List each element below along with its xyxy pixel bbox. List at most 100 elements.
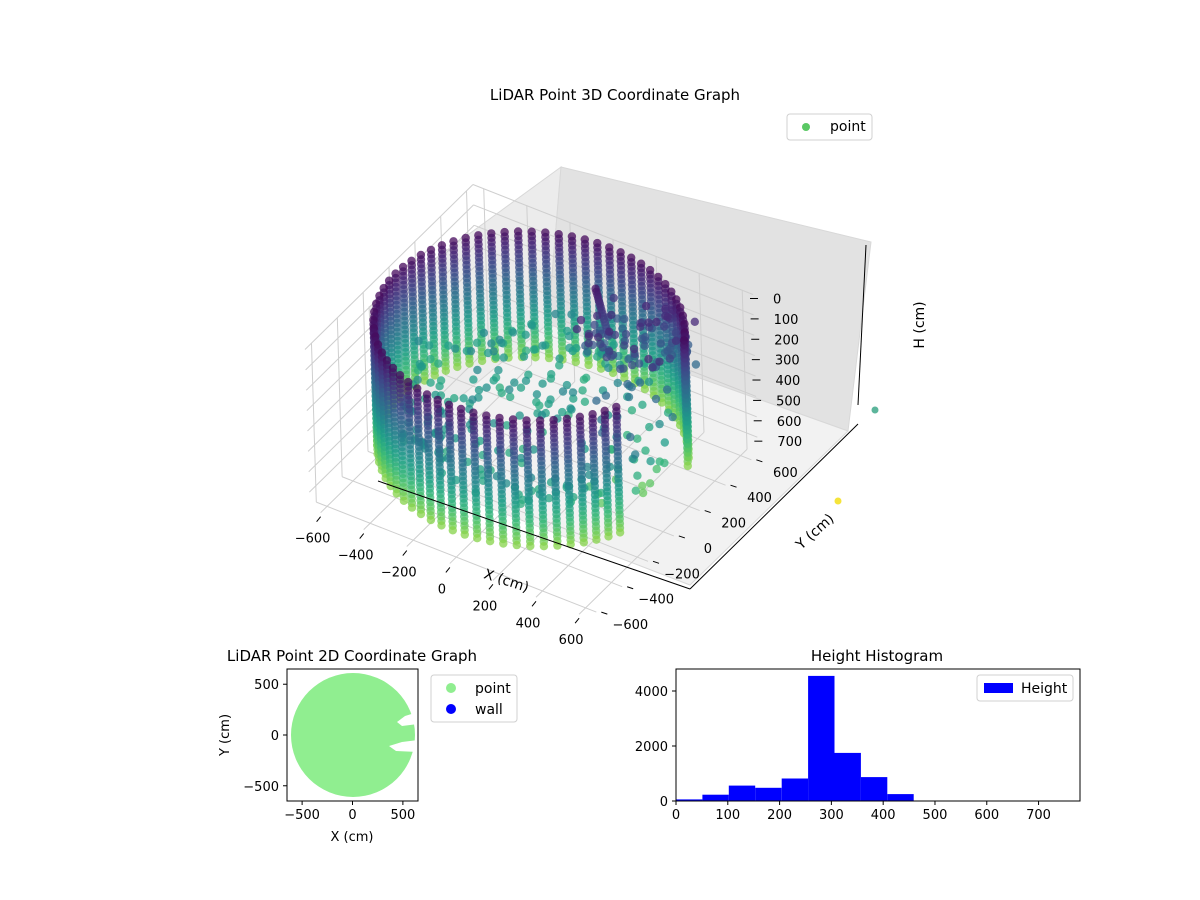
plot2d-gap bbox=[397, 712, 418, 726]
plot3d-ylabel: Y (cm) bbox=[792, 511, 837, 554]
grid-line bbox=[483, 188, 490, 348]
plot3d-point bbox=[644, 354, 653, 364]
plot3d-point bbox=[565, 343, 574, 353]
y-tick-label: 400 bbox=[747, 491, 772, 506]
y-tick-label: −600 bbox=[612, 618, 648, 633]
plot3d-point bbox=[668, 412, 677, 422]
plot3d-point bbox=[407, 503, 417, 512]
plot3d-point bbox=[569, 394, 578, 403]
plot3d-point bbox=[604, 532, 613, 541]
stray-point bbox=[834, 497, 842, 505]
x-tick-label: −200 bbox=[381, 566, 417, 581]
y-tick bbox=[704, 510, 711, 514]
plot3d-point bbox=[521, 330, 530, 339]
histogram-bar bbox=[676, 799, 703, 801]
histogram-y-tick-label: 0 bbox=[660, 795, 668, 810]
plot3d-point bbox=[646, 457, 655, 466]
plot3d-point bbox=[414, 336, 423, 346]
plot3d-point bbox=[487, 339, 496, 348]
plot3d-point bbox=[565, 331, 574, 341]
grid-line bbox=[698, 273, 705, 433]
plot3d-point bbox=[568, 388, 578, 397]
x-tick bbox=[445, 567, 451, 573]
plot3d-point bbox=[638, 400, 647, 409]
plot3d-title: LiDAR Point 3D Coordinate Graph bbox=[490, 86, 740, 104]
plot3d-point bbox=[690, 317, 699, 326]
grid-line bbox=[419, 400, 700, 512]
plot3d-point bbox=[615, 528, 625, 537]
plot3d-point bbox=[555, 354, 564, 363]
plot3d-point bbox=[638, 481, 647, 490]
plot3d-point bbox=[544, 353, 554, 363]
plot3d-point bbox=[515, 411, 524, 420]
plot3d-point bbox=[626, 432, 635, 442]
plot3d-point bbox=[655, 419, 664, 429]
plot3d-point bbox=[392, 489, 401, 498]
grid-line bbox=[471, 349, 752, 461]
plot3d-point bbox=[661, 304, 670, 314]
plot3d-point bbox=[641, 446, 650, 455]
plot3d-point bbox=[506, 392, 515, 402]
plot3d-point bbox=[499, 353, 508, 362]
histogram-bar bbox=[781, 778, 809, 801]
plot3d-point bbox=[620, 314, 629, 324]
plot2d-legend-marker-wall bbox=[446, 704, 456, 714]
plot3d-point bbox=[609, 340, 618, 349]
plot3d-point bbox=[508, 328, 518, 337]
histogram-bar bbox=[834, 752, 861, 801]
x-tick-label: 0 bbox=[438, 582, 446, 597]
plot3d-point bbox=[644, 318, 653, 327]
plot2d-legend-marker-point bbox=[446, 683, 456, 693]
plot3d-point bbox=[517, 453, 526, 463]
plot3d-point bbox=[562, 380, 572, 390]
plot3d-point bbox=[425, 341, 434, 350]
plot3d-point bbox=[469, 375, 478, 384]
plot3d-point bbox=[579, 538, 588, 547]
plot3d-point bbox=[665, 354, 674, 363]
plot3d-point bbox=[558, 407, 567, 417]
plot3d-point bbox=[516, 383, 526, 392]
z-tick-label: 0 bbox=[773, 293, 781, 308]
plot3d-point bbox=[510, 378, 519, 387]
plot3d-point bbox=[629, 344, 639, 354]
plot3d-point bbox=[655, 357, 664, 366]
plot3d-point bbox=[598, 343, 607, 352]
histogram-y-tick-label: 2000 bbox=[635, 740, 668, 755]
plot3d-point bbox=[566, 404, 575, 413]
plot3d-point bbox=[489, 376, 498, 385]
plot3d-point bbox=[451, 344, 460, 353]
histogram-legend bbox=[976, 674, 1074, 702]
histogram-x-tick-label: 400 bbox=[871, 808, 896, 823]
plot2d: LiDAR Point 2D Coordinate Graph −500−500… bbox=[218, 647, 518, 845]
plot3d-legend-label: point bbox=[830, 119, 866, 135]
grid-line bbox=[472, 184, 754, 295]
y-tick bbox=[678, 535, 686, 539]
x-tick-label: 400 bbox=[516, 616, 541, 631]
plot3d-point bbox=[399, 496, 409, 505]
plot3d-point bbox=[634, 359, 644, 368]
y-tick bbox=[730, 484, 737, 488]
plot2d-x-tick-label: 500 bbox=[390, 808, 415, 823]
plot3d-legend bbox=[786, 113, 873, 141]
plot3d-point bbox=[576, 315, 586, 325]
plot3d-point bbox=[505, 385, 514, 394]
plot3d-point bbox=[444, 341, 453, 350]
plot3d-point bbox=[620, 373, 629, 382]
z-tick-label: 600 bbox=[777, 415, 802, 430]
plot3d-point bbox=[472, 338, 482, 347]
grid-line bbox=[310, 343, 317, 503]
plot3d-point bbox=[616, 364, 625, 374]
plot3d-point bbox=[416, 509, 426, 519]
plot3d-point bbox=[426, 378, 435, 387]
plot3d-point bbox=[621, 330, 631, 339]
grid-line bbox=[362, 292, 369, 452]
plot3d-point bbox=[579, 375, 589, 384]
plot3d-point bbox=[532, 390, 542, 399]
plot3d-point bbox=[426, 515, 436, 525]
histogram-bar bbox=[755, 787, 782, 801]
plot3d-point bbox=[683, 461, 692, 471]
plot3d-point bbox=[435, 382, 444, 391]
plot3d-point bbox=[651, 394, 661, 404]
plot3d-point bbox=[430, 371, 439, 380]
plot3d-point bbox=[468, 395, 477, 404]
